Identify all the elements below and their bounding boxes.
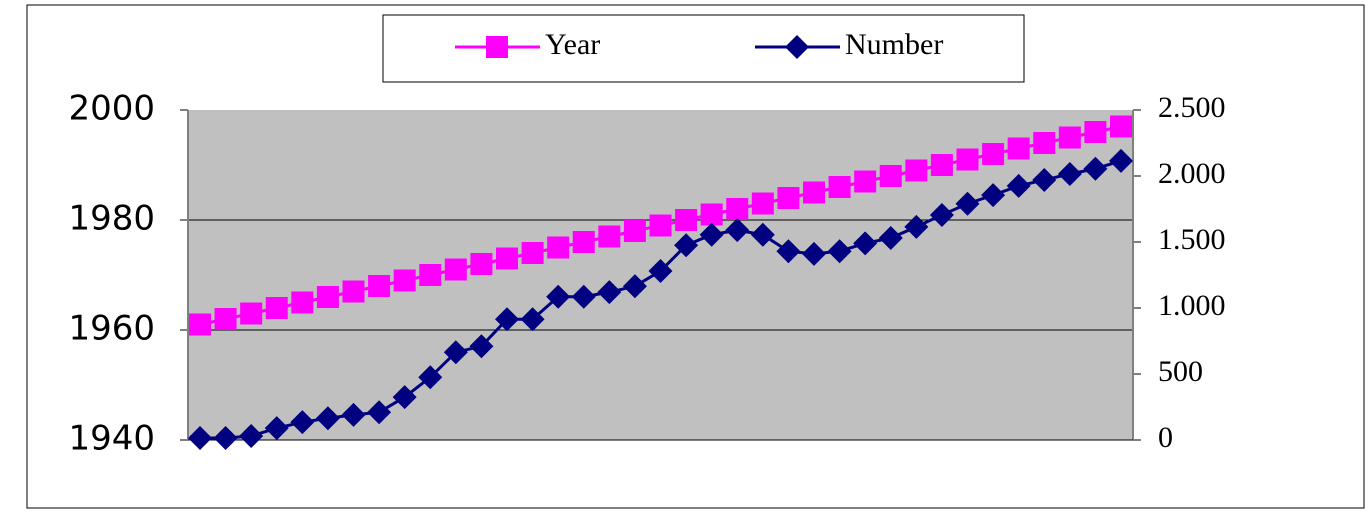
- series-marker: [443, 340, 468, 365]
- series-marker: [1007, 137, 1030, 160]
- series-marker: [854, 170, 877, 193]
- series-marker: [930, 154, 953, 176]
- series-marker: [598, 225, 621, 248]
- series-marker: [1109, 148, 1133, 173]
- series-marker: [1032, 167, 1057, 192]
- series-marker: [1110, 115, 1132, 138]
- series-marker: [520, 307, 545, 332]
- series-marker: [547, 236, 570, 259]
- series-marker: [546, 284, 571, 309]
- series-marker: [879, 165, 902, 187]
- series-marker: [828, 176, 851, 198]
- series-marker: [725, 218, 750, 243]
- series-marker: [1033, 132, 1056, 154]
- y2-tick-label: 2.500: [1158, 91, 1226, 124]
- y2-tick-label: 2.000: [1158, 157, 1226, 190]
- series-marker: [623, 220, 646, 242]
- series-marker: [1057, 162, 1082, 187]
- y2-tick-label: 0: [1158, 421, 1173, 454]
- series-marker: [776, 239, 801, 264]
- series-marker: [572, 231, 595, 253]
- series-marker: [392, 385, 417, 410]
- series-marker: [802, 241, 826, 266]
- series-marker: [239, 424, 264, 449]
- series-marker: [905, 159, 928, 182]
- series-marker: [469, 334, 494, 359]
- series-marker: [444, 258, 467, 281]
- series-marker: [803, 181, 825, 204]
- series-marker: [240, 302, 263, 325]
- series-marker: [521, 242, 544, 264]
- series-marker: [648, 259, 673, 284]
- series-marker: [214, 308, 237, 330]
- series-marker: [418, 365, 443, 390]
- series-marker: [827, 239, 852, 264]
- series-marker: [213, 426, 238, 451]
- series-marker: [496, 247, 518, 270]
- series-marker: [419, 264, 442, 286]
- series-marker: [622, 274, 647, 299]
- series-marker: [1006, 173, 1031, 198]
- series-marker: [649, 214, 672, 237]
- series-marker: [291, 291, 314, 314]
- series-marker: [495, 307, 519, 332]
- series-marker: [1058, 126, 1081, 149]
- series-marker: [726, 198, 749, 220]
- series-marker: [1084, 121, 1107, 143]
- y-tick-label: 1980: [68, 199, 155, 239]
- series-marker: [674, 233, 699, 258]
- y2-tick-label: 1.500: [1158, 223, 1226, 256]
- y2-tick-label: 1.000: [1158, 289, 1226, 322]
- series-marker: [368, 275, 391, 297]
- series-marker: [700, 203, 723, 226]
- y-tick-label: 2000: [68, 89, 155, 129]
- y-tick-label: 1960: [68, 309, 155, 349]
- series-marker: [699, 222, 724, 247]
- series-marker: [265, 297, 288, 319]
- series-marker: [1083, 156, 1108, 181]
- series-marker: [341, 402, 366, 427]
- series-marker: [675, 209, 698, 231]
- series-marker: [315, 406, 340, 431]
- series-marker: [367, 400, 392, 425]
- y-tick-label: 1940: [68, 419, 155, 459]
- series-marker: [342, 280, 365, 303]
- series-marker: [878, 226, 903, 251]
- series-marker: [597, 280, 622, 305]
- series-marker: [750, 222, 775, 247]
- y2-tick-label: 500: [1158, 355, 1203, 388]
- series-marker: [955, 191, 980, 216]
- series-marker: [777, 187, 800, 209]
- series-marker: [316, 286, 339, 308]
- series-marker: [982, 143, 1005, 165]
- legend-label: Number: [845, 28, 943, 61]
- series-marker: [904, 214, 929, 239]
- series-marker: [393, 269, 416, 292]
- legend-marker: [486, 36, 508, 58]
- series-marker: [929, 202, 954, 227]
- series-marker: [751, 192, 774, 215]
- legend-marker: [785, 35, 809, 59]
- series-marker: [956, 148, 979, 171]
- series-marker: [981, 183, 1006, 208]
- series-marker: [853, 231, 878, 256]
- series-marker: [189, 313, 211, 336]
- series-marker: [470, 253, 493, 275]
- series-marker: [264, 416, 289, 441]
- series-marker: [571, 284, 596, 309]
- series-marker: [188, 426, 212, 451]
- legend-label: Year: [545, 28, 600, 61]
- series-marker: [290, 410, 315, 435]
